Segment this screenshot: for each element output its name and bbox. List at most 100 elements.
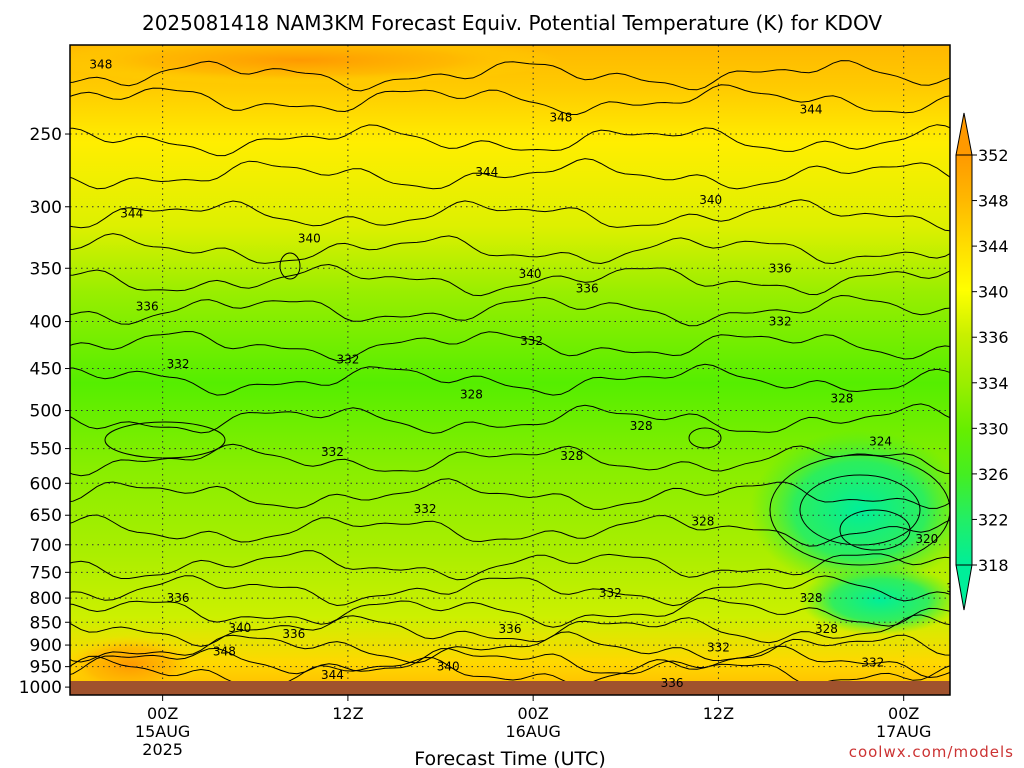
warm-anomaly-surface xyxy=(70,635,200,695)
y-tick-label: 500 xyxy=(30,402,62,422)
y-tick-label: 900 xyxy=(30,636,62,656)
x-tick-label: 16AUG xyxy=(505,722,560,741)
contour-label: 340 xyxy=(228,621,251,635)
contour-label: 328 xyxy=(630,419,653,433)
contour-label: 336 xyxy=(167,591,190,605)
chart-title: 2025081418 NAM3KM Forecast Equiv. Potent… xyxy=(142,11,882,35)
contour-line xyxy=(70,124,950,157)
contour-closed xyxy=(769,454,950,566)
contour-label: 332 xyxy=(167,357,190,371)
y-tick-label: 750 xyxy=(30,563,62,583)
y-tick-label: 800 xyxy=(30,589,62,609)
y-tick-label: 450 xyxy=(30,360,62,380)
contour-line xyxy=(70,614,950,647)
y-tick-label: 1000 xyxy=(19,678,62,698)
colorbar-label: 344 xyxy=(978,237,1009,256)
contour-line xyxy=(70,596,950,628)
y-tick-label: 400 xyxy=(30,313,62,333)
contour-label: 344 xyxy=(321,668,344,682)
contour-closed xyxy=(279,252,301,280)
contour-line xyxy=(70,294,950,327)
contour-line xyxy=(70,514,950,547)
contour-line xyxy=(70,550,950,581)
contour-label: 336 xyxy=(661,676,684,690)
x-axis-label: Forecast Time (UTC) xyxy=(414,748,605,768)
x-tick-label: 00Z xyxy=(147,704,178,723)
contour-label: 324 xyxy=(869,434,892,448)
ground-strip xyxy=(70,681,950,695)
contour-label: 332 xyxy=(321,445,344,459)
colorbar-label: 352 xyxy=(978,146,1009,165)
plot-area: 348 344 340 336 332 332 332 332 328 332 340 336 348 3… xyxy=(70,45,969,695)
y-tick-label: 700 xyxy=(30,536,62,556)
contour-label: 324 xyxy=(946,581,969,595)
contour-label: 332 xyxy=(599,586,622,600)
warm-anomaly-top xyxy=(70,45,560,85)
contour-line xyxy=(70,330,950,362)
colorbar-max-arrow xyxy=(955,112,973,156)
contour-closed xyxy=(104,421,226,459)
contour-label: 332 xyxy=(520,334,543,348)
contour-label: 328 xyxy=(830,391,853,405)
y-tick-label: 850 xyxy=(30,613,62,633)
colorbar-label: 330 xyxy=(978,419,1009,438)
colorbar-label: 318 xyxy=(978,556,1009,575)
contour-label: 332 xyxy=(336,353,359,367)
y-tick-label: 550 xyxy=(30,440,62,460)
contour-label: 336 xyxy=(576,281,599,295)
contour-label: 348 xyxy=(89,57,112,71)
contour-label: 336 xyxy=(499,622,522,636)
contour-line xyxy=(70,60,950,92)
contour-line xyxy=(70,403,950,434)
colorbar-ramp xyxy=(955,154,973,566)
x-tick-label: 2025 xyxy=(142,740,183,759)
contour-label: 328 xyxy=(800,591,823,605)
contour-label: 332 xyxy=(769,315,792,329)
contour-line xyxy=(70,575,950,607)
contour-label: 344 xyxy=(800,102,823,116)
contour-label: 328 xyxy=(815,622,838,636)
contour-line xyxy=(70,233,950,265)
contour-closed xyxy=(839,509,911,551)
contour-label: 340 xyxy=(437,660,460,674)
y-axis: 250 300 350 400 450 500 550 600 650 700 750 800 850 9… xyxy=(19,125,70,698)
x-tick-label: 15AUG xyxy=(135,722,190,741)
colorbar-label: 348 xyxy=(978,192,1009,211)
colorbar: 318 322 326 330 334 336 340 344 348 352 xyxy=(955,112,1009,611)
contour-label: 328 xyxy=(560,449,583,463)
contour-label: 348 xyxy=(549,111,572,125)
contour-label: 332 xyxy=(707,640,730,654)
colorbar-label: 326 xyxy=(978,465,1009,484)
x-tick-label: 00Z xyxy=(888,704,919,723)
contour-closed xyxy=(799,474,921,546)
contour-label: 332 xyxy=(414,502,437,516)
contour-label: 336 xyxy=(136,299,159,313)
y-tick-label: 650 xyxy=(30,506,62,526)
credit-text: coolwx.com/models xyxy=(849,743,1014,761)
y-tick-label: 600 xyxy=(30,474,62,494)
x-tick-label: 12Z xyxy=(332,704,363,723)
contour-label: 340 xyxy=(699,193,722,207)
contour-line xyxy=(70,363,950,396)
contour-label: 348 xyxy=(213,645,236,659)
x-tick-label: 12Z xyxy=(703,704,734,723)
contour-line xyxy=(70,631,950,664)
colorbar-label: 322 xyxy=(978,510,1009,529)
x-tick-label: 17AUG xyxy=(876,722,931,741)
y-tick-label: 350 xyxy=(30,259,62,279)
contour-line xyxy=(70,263,950,297)
contour-label: 344 xyxy=(475,165,498,179)
colorbar-label: 340 xyxy=(978,283,1009,302)
contour-label: 332 xyxy=(861,655,884,669)
colorbar-min-arrow xyxy=(955,564,973,611)
plot-frame xyxy=(69,44,951,696)
cold-anomaly xyxy=(750,430,950,590)
contour-line xyxy=(70,199,950,232)
contour-line xyxy=(70,478,950,510)
contour-label: 328 xyxy=(460,387,483,401)
contour-label: 340 xyxy=(298,232,321,246)
contour-label: 336 xyxy=(769,261,792,275)
x-tick-label: 00Z xyxy=(517,704,548,723)
